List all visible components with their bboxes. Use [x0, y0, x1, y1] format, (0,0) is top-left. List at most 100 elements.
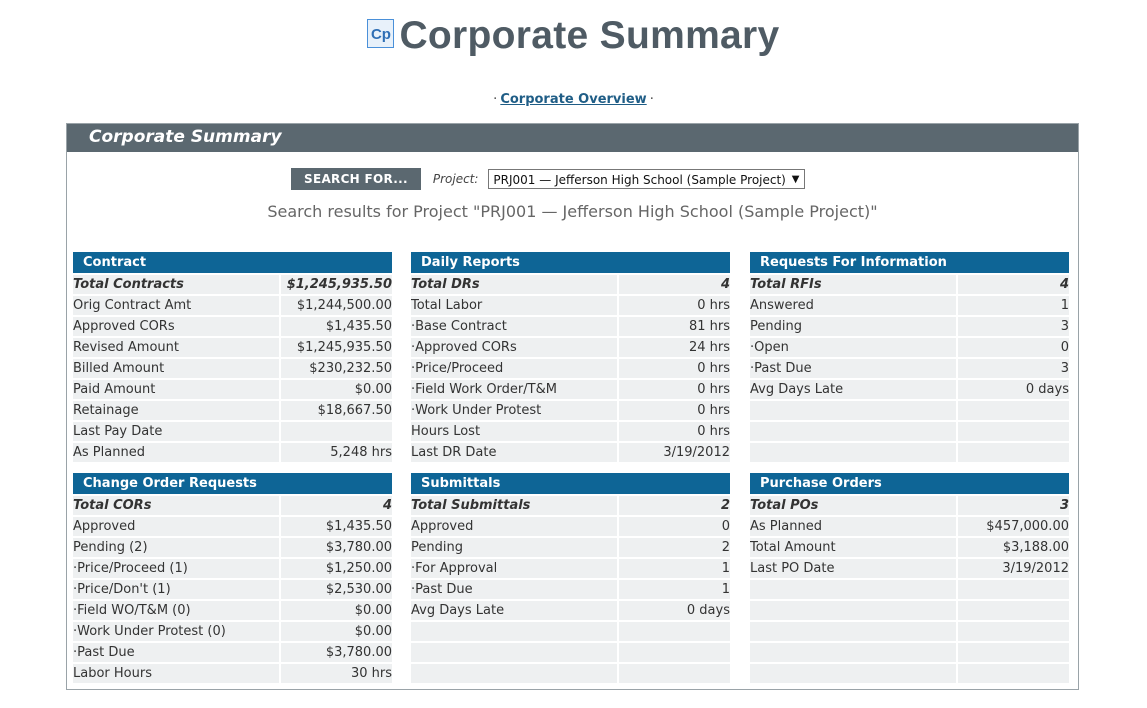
row-value [958, 643, 1069, 662]
row-value: 0 days [958, 380, 1069, 399]
row-label: Approved [73, 517, 279, 536]
row-label: Avg Days Late [411, 601, 617, 620]
row-value: 81 hrs [619, 317, 730, 336]
row-label: As Planned [73, 443, 279, 462]
row-label [750, 622, 956, 641]
submittals-card: Submittals Total Submittals 2 Approved 0 Pend… [411, 473, 730, 683]
row-value: $230,232.50 [281, 359, 392, 378]
table-row: Approved CORs $1,435.50 [73, 317, 392, 336]
page-title: Corporate Summary [399, 14, 780, 57]
row-label: Revised Amount [73, 338, 279, 357]
row-value: 3 [958, 496, 1069, 515]
row-label: Total Labor [411, 296, 617, 315]
row-value: $3,188.00 [958, 538, 1069, 557]
row-value: 3/19/2012 [619, 443, 730, 462]
row-label: ·Price/Proceed (1) [73, 559, 279, 578]
row-label: Total Contracts [73, 275, 279, 294]
row-value: 4 [619, 275, 730, 294]
table-row: As Planned $457,000.00 [750, 517, 1069, 536]
card-title: Requests For Information [750, 252, 1069, 273]
row-label: Total CORs [73, 496, 279, 515]
row-value: $2,530.00 [281, 580, 392, 599]
row-value: $0.00 [281, 601, 392, 620]
row-label: Total Amount [750, 538, 956, 557]
card-title: Purchase Orders [750, 473, 1069, 494]
row-label: ·Work Under Protest [411, 401, 617, 420]
summary-panel: Corporate Summary SEARCH FOR... Project: P… [66, 123, 1079, 690]
purchase-orders-card: Purchase Orders Total POs 3 As Planned $457,… [750, 473, 1069, 683]
row-label: Last Pay Date [73, 422, 279, 441]
row-value: $1,250.00 [281, 559, 392, 578]
table-row: Total DRs 4 [411, 275, 730, 294]
table-row: ·Price/Proceed 0 hrs [411, 359, 730, 378]
change-order-requests-card: Change Order Requests Total CORs 4 Approved… [73, 473, 392, 683]
contract-card: Contract Total Contracts $1,245,935.50 Orig… [73, 252, 392, 462]
breadcrumb-nav: · Corporate Overview · [0, 92, 1147, 107]
row-label: Pending [750, 317, 956, 336]
table-row [750, 443, 1069, 462]
row-value [958, 422, 1069, 441]
table-row: Pending 2 [411, 538, 730, 557]
table-row: Avg Days Late 0 days [750, 380, 1069, 399]
table-row: ·Price/Don't (1) $2,530.00 [73, 580, 392, 599]
row-label [750, 643, 956, 662]
row-label: Retainage [73, 401, 279, 420]
table-row: ·Past Due 1 [411, 580, 730, 599]
table-row: ·Approved CORs 24 hrs [411, 338, 730, 357]
row-label: Last DR Date [411, 443, 617, 462]
row-value: 0 hrs [619, 296, 730, 315]
row-label: Labor Hours [73, 664, 279, 683]
row-label: ·Field WO/T&M (0) [73, 601, 279, 620]
row-value: 0 hrs [619, 380, 730, 399]
table-row [411, 622, 730, 641]
row-label: Pending [411, 538, 617, 557]
search-for-button[interactable]: SEARCH FOR... [291, 168, 421, 190]
row-value: $1,435.50 [281, 517, 392, 536]
table-row: ·For Approval 1 [411, 559, 730, 578]
daily-reports-card: Daily Reports Total DRs 4 Total Labor 0 hrs ·… [411, 252, 730, 462]
row-value [619, 643, 730, 662]
table-row: ·Work Under Protest 0 hrs [411, 401, 730, 420]
row-value: $0.00 [281, 380, 392, 399]
row-label: Pending (2) [73, 538, 279, 557]
row-value [958, 443, 1069, 462]
table-row [750, 580, 1069, 599]
row-label: ·Price/Proceed [411, 359, 617, 378]
row-value: $1,245,935.50 [281, 338, 392, 357]
corporate-overview-link[interactable]: Corporate Overview [500, 92, 647, 107]
row-value: 30 hrs [281, 664, 392, 683]
table-row: Answered 1 [750, 296, 1069, 315]
table-row: ·Past Due 3 [750, 359, 1069, 378]
table-row: Last Pay Date [73, 422, 392, 441]
row-label: Approved [411, 517, 617, 536]
table-row: Avg Days Late 0 days [411, 601, 730, 620]
row-label [750, 443, 956, 462]
table-row: Labor Hours 30 hrs [73, 664, 392, 683]
project-select[interactable]: PRJ001 — Jefferson High School (Sample P… [488, 169, 806, 189]
row-label: ·Price/Don't (1) [73, 580, 279, 599]
row-value [619, 622, 730, 641]
row-value: 0 hrs [619, 401, 730, 420]
row-value [958, 401, 1069, 420]
row-value: 1 [619, 559, 730, 578]
table-row: Total CORs 4 [73, 496, 392, 515]
card-title: Contract [73, 252, 392, 273]
row-value [958, 580, 1069, 599]
row-value: $3,780.00 [281, 538, 392, 557]
table-row [750, 601, 1069, 620]
table-row: Approved 0 [411, 517, 730, 536]
rfi-card: Requests For Information Total RFIs 4 Answe… [750, 252, 1069, 462]
table-row: Orig Contract Amt $1,244,500.00 [73, 296, 392, 315]
row-label: Orig Contract Amt [73, 296, 279, 315]
row-label: As Planned [750, 517, 956, 536]
row-label: Answered [750, 296, 956, 315]
card-title: Daily Reports [411, 252, 730, 273]
row-label: Billed Amount [73, 359, 279, 378]
row-value: $0.00 [281, 622, 392, 641]
row-label: ·Past Due [73, 643, 279, 662]
table-row: Last DR Date 3/19/2012 [411, 443, 730, 462]
table-row: Total Contracts $1,245,935.50 [73, 275, 392, 294]
row-label: Total POs [750, 496, 956, 515]
row-label: Avg Days Late [750, 380, 956, 399]
panel-title: Corporate Summary [67, 124, 1078, 152]
